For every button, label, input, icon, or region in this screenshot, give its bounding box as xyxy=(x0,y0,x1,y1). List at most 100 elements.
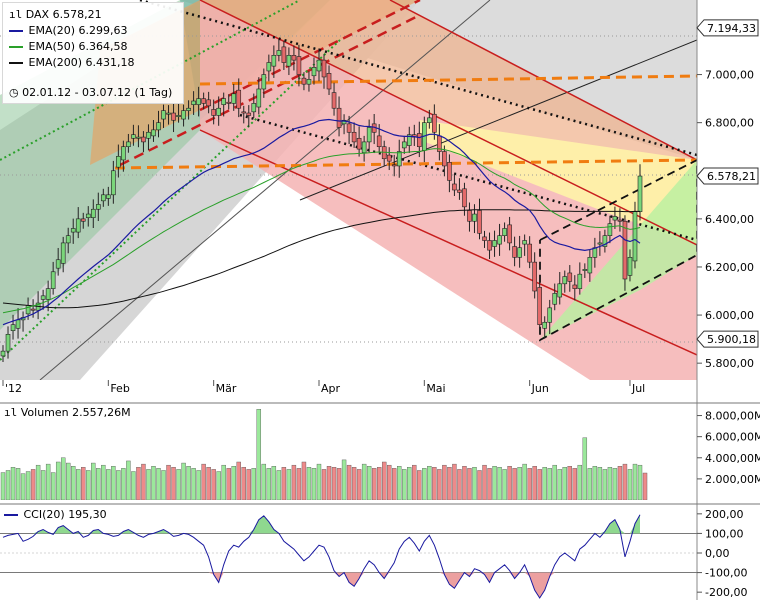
volume-bar xyxy=(251,468,256,500)
zone-gray-upper xyxy=(0,0,697,160)
legend-row-ema200: EMA(200) 6.431,18 xyxy=(9,55,135,71)
price-marker-label: 5.900,18 xyxy=(707,333,756,346)
ema200-line xyxy=(2,209,640,309)
black-dotted-support xyxy=(239,113,697,242)
volume-tick-label: 2.000,00M xyxy=(705,473,760,486)
volume-bar xyxy=(592,466,598,500)
price-tick-label: 7.000,00 xyxy=(705,69,754,82)
price-marker-label: 7.194,33 xyxy=(707,22,756,35)
volume-bar xyxy=(106,469,111,500)
volume-value: 2.557,26M xyxy=(72,406,131,419)
candle-body xyxy=(366,127,372,143)
volume-bar xyxy=(432,467,437,500)
volume-bar xyxy=(497,467,502,500)
volume-bar xyxy=(602,469,608,500)
candle-body xyxy=(622,220,628,280)
candle-body xyxy=(121,146,126,161)
volume-title: Volumen xyxy=(20,406,69,419)
volume-bar xyxy=(507,466,512,500)
volume-bar xyxy=(517,467,522,500)
volume-bar xyxy=(412,464,417,500)
volume-bar xyxy=(191,468,196,500)
ema20-line xyxy=(2,118,641,326)
x-tick-label: Mär xyxy=(216,382,237,395)
candle-body xyxy=(537,287,542,325)
main-y-axis: 7.000,00 6.800,00 6.400,00 6.200,00 6.000,00… xyxy=(696,19,759,370)
volume-bar xyxy=(567,466,572,500)
candle-body xyxy=(296,56,302,75)
price-marker-box xyxy=(696,330,759,348)
volume-bar xyxy=(286,469,292,500)
candle-body xyxy=(226,101,232,104)
candle-body xyxy=(161,110,166,120)
volume-bar xyxy=(477,470,482,500)
candle-body xyxy=(567,272,573,282)
volume-bar xyxy=(361,463,367,500)
volume-bar xyxy=(126,460,131,500)
candle-body xyxy=(131,134,136,139)
volume-bar xyxy=(331,467,337,500)
candle-body xyxy=(30,308,36,311)
volume-bar xyxy=(116,470,121,500)
legend-ema200-value: 6.431,18 xyxy=(85,56,135,69)
candle-body xyxy=(391,164,397,167)
candle-body xyxy=(196,98,201,105)
candle-body xyxy=(50,271,56,289)
candle-body xyxy=(336,107,342,128)
candle-body xyxy=(85,213,91,218)
volume-bar xyxy=(637,464,643,500)
volume-bar xyxy=(76,469,81,500)
candle-body xyxy=(136,136,141,139)
candle-body xyxy=(171,112,176,121)
volume-bar xyxy=(381,461,387,500)
candle-body xyxy=(477,210,482,234)
candle-body xyxy=(186,107,191,111)
candle-body xyxy=(80,218,86,222)
ema50-swatch xyxy=(9,46,23,48)
candle-body xyxy=(271,55,277,67)
volume-bar xyxy=(502,469,507,500)
candle-body xyxy=(396,151,402,167)
legend-ema200-name: EMA(200) xyxy=(28,56,83,69)
volume-bar xyxy=(296,468,302,500)
cci-swatch xyxy=(4,514,18,516)
candle-body xyxy=(527,243,532,263)
volume-bar xyxy=(366,466,372,500)
x-tick-label: '12 xyxy=(5,382,22,395)
candle-body xyxy=(261,74,267,90)
volume-bar xyxy=(552,464,557,500)
candle-body xyxy=(241,111,247,114)
x-axis: '12 Feb Mär Apr Mai Jun Jul xyxy=(2,380,645,395)
volume-bar xyxy=(81,467,86,500)
channel-red-top xyxy=(389,0,697,161)
candle-body xyxy=(517,247,522,258)
volume-bar xyxy=(422,468,427,500)
cci-tick-label: 200,00 xyxy=(705,508,744,521)
candle-body xyxy=(95,204,101,210)
volume-bar xyxy=(25,471,31,500)
volume-bar xyxy=(131,471,136,500)
ema50-line xyxy=(2,148,641,314)
cci-tick-label: 100,00 xyxy=(705,527,744,540)
volume-bar xyxy=(256,409,262,500)
candle-body xyxy=(126,141,131,148)
clock-icon: ◷ xyxy=(9,86,19,99)
volume-bar xyxy=(321,469,327,500)
volume-layer xyxy=(0,409,648,500)
candle-body xyxy=(406,134,412,146)
cci-tick-label: 0,00 xyxy=(705,547,730,560)
volume-bar xyxy=(146,469,151,500)
volume-bar xyxy=(91,462,96,500)
volume-bar xyxy=(20,473,26,500)
legend-row-period: ◷ 02.01.12 - 03.07.12 (1 Tag) xyxy=(9,85,172,101)
volume-bar xyxy=(346,464,352,500)
volume-bar xyxy=(482,464,487,500)
volume-bar xyxy=(241,467,246,500)
volume-bar xyxy=(226,468,231,500)
volume-bar xyxy=(281,467,287,500)
volume-bar xyxy=(221,464,226,500)
candle-body xyxy=(256,88,262,108)
candle-body xyxy=(482,236,487,241)
candle-body xyxy=(191,100,196,105)
candle-body xyxy=(487,240,492,251)
